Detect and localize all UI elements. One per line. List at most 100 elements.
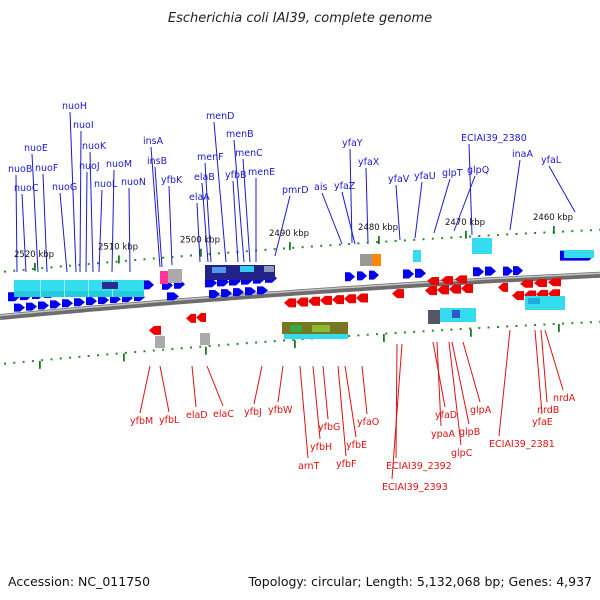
tick-mark-bottom bbox=[515, 324, 518, 327]
tick-mark-bottom bbox=[124, 351, 127, 354]
forward-gene-arrow bbox=[38, 301, 49, 310]
tick-mark-top bbox=[31, 268, 34, 271]
gene-label-glpa: glpA bbox=[470, 405, 492, 416]
tick-mark-bottom bbox=[87, 355, 90, 358]
tick-mark-bottom bbox=[348, 334, 351, 337]
gene-label-yfbb: yfbB bbox=[225, 170, 247, 181]
gene-leader-line bbox=[433, 178, 451, 234]
gene-leader-line bbox=[451, 341, 470, 425]
gene-label-eciai39_2381: ECIAI39_2381 bbox=[489, 439, 555, 450]
gene-label-nuof: nuoF bbox=[35, 163, 58, 174]
feature-block bbox=[212, 267, 226, 273]
tick-mark-top bbox=[357, 242, 360, 245]
gene-leader-line bbox=[391, 343, 403, 480]
gene-leader-line bbox=[337, 365, 347, 457]
tick-mark-top bbox=[59, 265, 62, 268]
feature-block bbox=[200, 333, 210, 345]
forward-gene-arrow bbox=[50, 300, 61, 309]
major-tick-bottom bbox=[123, 353, 125, 362]
tick-mark-top bbox=[171, 255, 174, 258]
tick-mark-bottom bbox=[264, 340, 267, 343]
gene-leader-line bbox=[453, 175, 476, 232]
gene-leader-line bbox=[548, 165, 576, 213]
gene-leader-line bbox=[168, 185, 173, 266]
gene-leader-line bbox=[277, 365, 284, 403]
tick-mark-bottom bbox=[152, 349, 155, 352]
forward-gene-arrow bbox=[98, 296, 109, 305]
tick-mark-top bbox=[487, 234, 490, 237]
gene-leader-line bbox=[242, 158, 251, 263]
gene-label-yfbg: yfbG bbox=[318, 422, 340, 433]
forward-gene-arrow bbox=[233, 288, 244, 297]
gene-label-inaa: inaA bbox=[512, 149, 533, 160]
tick-mark-top bbox=[106, 261, 109, 264]
gene-leader-line bbox=[154, 166, 163, 268]
gene-leader-line bbox=[196, 202, 201, 263]
reverse-gene-arrow bbox=[427, 276, 439, 285]
tick-mark-bottom bbox=[255, 341, 258, 344]
tick-mark-bottom bbox=[534, 323, 537, 326]
tick-mark-bottom bbox=[236, 342, 239, 345]
tick-mark-top bbox=[4, 270, 6, 273]
forward-gene-arrow bbox=[345, 272, 355, 282]
gene-label-menf: menF bbox=[197, 152, 224, 163]
tick-mark-bottom bbox=[552, 323, 555, 326]
gene-leader-line bbox=[201, 182, 209, 263]
gene-leader-line bbox=[206, 365, 224, 407]
gene-label-yfbe: yfbE bbox=[346, 440, 367, 451]
tick-mark-bottom bbox=[366, 333, 369, 336]
gene-label-nrda: nrdA bbox=[553, 393, 576, 404]
gene-label-elab: elaB bbox=[194, 172, 215, 183]
gene-leader-line bbox=[448, 341, 462, 446]
tick-mark-top bbox=[469, 235, 471, 238]
tick-mark-bottom bbox=[31, 360, 34, 363]
reverse-gene-arrow bbox=[296, 297, 308, 307]
feature-block bbox=[528, 298, 540, 304]
tick-mark-bottom bbox=[422, 330, 425, 333]
feature-divider bbox=[88, 280, 89, 297]
gene-label-yfbl: yfbL bbox=[159, 415, 180, 426]
tick-mark-bottom bbox=[385, 332, 388, 335]
tick-mark-bottom bbox=[217, 344, 220, 347]
tick-mark-bottom bbox=[506, 325, 509, 328]
forward-gene-arrow bbox=[86, 297, 97, 306]
reverse-gene-arrow bbox=[356, 293, 368, 303]
tick-mark-top bbox=[283, 247, 285, 250]
feature-block bbox=[168, 269, 182, 283]
gene-leader-line bbox=[21, 193, 27, 273]
gene-leader-line bbox=[150, 146, 161, 268]
tick-mark-top bbox=[69, 264, 72, 267]
gene-label-yfao: yfaO bbox=[357, 417, 379, 428]
tick-mark-top bbox=[134, 259, 137, 262]
tick-mark-top bbox=[301, 246, 304, 249]
tick-mark-top bbox=[450, 236, 453, 239]
tick-mark-bottom bbox=[143, 350, 146, 353]
tick-mark-top bbox=[543, 231, 546, 234]
gene-leader-line bbox=[395, 184, 401, 241]
reverse-gene-arrow bbox=[449, 284, 461, 294]
gene-label-yfaz: yfaZ bbox=[334, 181, 356, 192]
gene-label-nuoe: nuoE bbox=[24, 143, 48, 154]
gene-label-insb: insB bbox=[147, 156, 167, 167]
gene-leader-line bbox=[544, 329, 564, 391]
tick-mark-top bbox=[431, 237, 434, 240]
gene-leader-line bbox=[191, 365, 197, 408]
reverse-gene-arrow bbox=[149, 325, 161, 335]
tick-mark-bottom bbox=[115, 352, 118, 355]
tick-mark-top bbox=[292, 246, 295, 249]
tick-mark-top bbox=[227, 251, 230, 254]
gene-label-ypaa: ypaA bbox=[431, 429, 455, 440]
tick-mark-top bbox=[506, 233, 509, 236]
tick-mark-bottom bbox=[292, 338, 295, 341]
gene-leader-line bbox=[111, 169, 115, 273]
kbp-label: 2480 kbp bbox=[358, 223, 398, 233]
forward-gene-arrow bbox=[485, 266, 496, 276]
gene-leader-line bbox=[395, 343, 398, 459]
kbp-label: 2470 kbp bbox=[445, 218, 485, 228]
gene-leader-line bbox=[299, 365, 309, 459]
gene-leader-line bbox=[462, 341, 481, 403]
gene-leader-line bbox=[159, 365, 170, 413]
tick-mark-bottom bbox=[162, 348, 165, 351]
gene-leader-line bbox=[534, 329, 543, 415]
forward-gene-arrow bbox=[74, 298, 85, 307]
